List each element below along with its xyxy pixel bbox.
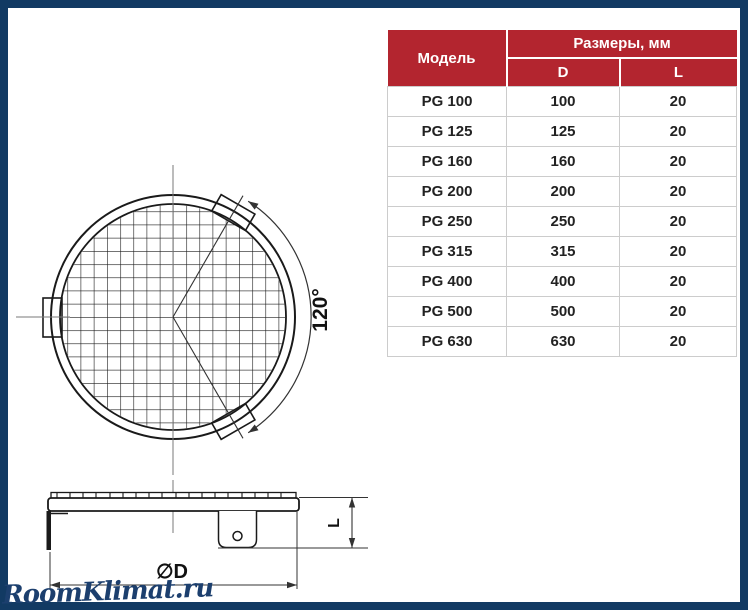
arc-arrow-top bbox=[248, 201, 259, 210]
table-row: PG 200 200 20 bbox=[387, 176, 738, 207]
table-row: PG 160 160 20 bbox=[387, 146, 738, 177]
angle-label: 120° bbox=[309, 288, 332, 331]
cell-model: PG 250 bbox=[387, 206, 507, 237]
face-plate bbox=[47, 497, 300, 512]
diameter-label: ∅D bbox=[156, 561, 188, 583]
cell-l: 20 bbox=[618, 266, 738, 297]
side-left-tab bbox=[46, 511, 51, 550]
radial-line-upper bbox=[172, 195, 244, 318]
cell-d: 500 bbox=[506, 296, 620, 327]
bracket-hole bbox=[232, 530, 243, 542]
cell-d: 100 bbox=[506, 86, 620, 117]
table-row: PG 630 630 20 bbox=[387, 326, 738, 357]
cell-model: PG 125 bbox=[387, 116, 507, 147]
header-col-l: L bbox=[619, 58, 737, 87]
table-row: PG 250 250 20 bbox=[387, 206, 738, 237]
cell-d: 250 bbox=[506, 206, 620, 237]
cell-d: 630 bbox=[506, 326, 620, 357]
cell-d: 315 bbox=[506, 236, 620, 267]
spec-table: Модель Размеры, мм D L PG 100 100 20 PG … bbox=[387, 30, 738, 357]
header-dimensions-group: Размеры, мм bbox=[506, 30, 737, 59]
table-row: PG 100 100 20 bbox=[387, 86, 738, 117]
cell-l: 20 bbox=[618, 146, 738, 177]
cell-l: 20 bbox=[618, 176, 738, 207]
dim-arrow-down bbox=[348, 538, 356, 548]
cell-d: 400 bbox=[506, 266, 620, 297]
table-row: PG 125 125 20 bbox=[387, 116, 738, 147]
cell-d: 200 bbox=[506, 176, 620, 207]
table-row: PG 500 500 20 bbox=[387, 296, 738, 327]
radial-line-lower bbox=[172, 316, 244, 439]
dim-arrow-up bbox=[348, 497, 356, 508]
cell-model: PG 400 bbox=[387, 266, 507, 297]
dim-arrow-left bbox=[50, 581, 60, 589]
cell-model: PG 500 bbox=[387, 296, 507, 327]
side-bracket bbox=[217, 511, 258, 549]
arc-arrow-bottom bbox=[248, 424, 259, 433]
cell-l: 20 bbox=[618, 116, 738, 147]
table-header: Модель Размеры, мм D L bbox=[387, 30, 737, 87]
dimension-D: ∅D bbox=[49, 512, 298, 589]
cell-model: PG 160 bbox=[387, 146, 507, 177]
cell-model: PG 630 bbox=[387, 326, 507, 357]
dim-arrow-right bbox=[287, 581, 297, 589]
dimensions-table: Модель Размеры, мм D L PG 100 100 20 PG … bbox=[387, 30, 738, 357]
dimension-L: L bbox=[218, 497, 368, 549]
cell-l: 20 bbox=[618, 296, 738, 327]
header-col-d: D bbox=[506, 58, 621, 87]
table-row: PG 315 315 20 bbox=[387, 236, 738, 267]
cell-model: PG 315 bbox=[387, 236, 507, 267]
cell-d: 160 bbox=[506, 146, 620, 177]
cell-model: PG 100 bbox=[387, 86, 507, 117]
cell-l: 20 bbox=[618, 326, 738, 357]
front-view: 120° bbox=[16, 165, 332, 475]
cell-model: PG 200 bbox=[387, 176, 507, 207]
mesh-edge-ticks bbox=[56, 492, 282, 499]
side-view: L ∅D bbox=[46, 480, 368, 589]
cell-l: 20 bbox=[618, 86, 738, 117]
angle-arc bbox=[247, 200, 312, 434]
cell-l: 20 bbox=[618, 236, 738, 267]
cell-d: 125 bbox=[506, 116, 620, 147]
table-row: PG 400 400 20 bbox=[387, 266, 738, 297]
cell-l: 20 bbox=[618, 206, 738, 237]
length-label: L bbox=[326, 518, 343, 528]
header-model: Модель bbox=[387, 30, 508, 87]
